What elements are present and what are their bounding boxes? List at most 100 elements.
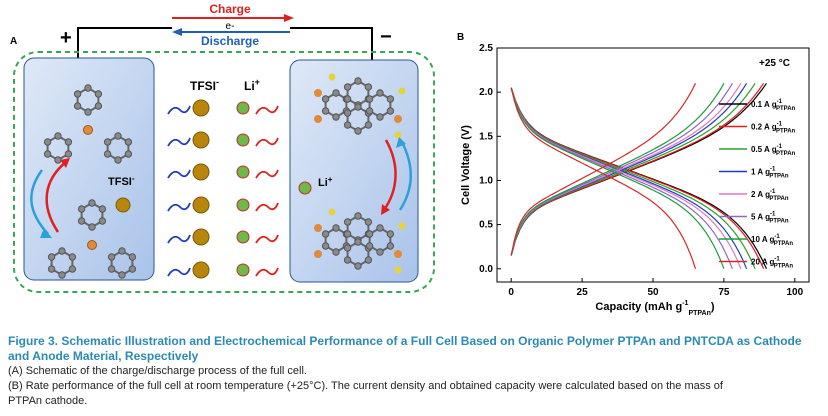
anode-blue-arrow-head [396,137,406,148]
discharge-curve-6 [510,87,725,270]
legend-entry: 2 A g-1 PTPAn [751,189,789,202]
li-ion [236,133,250,147]
anode-red-arrow-head [381,204,390,215]
discharge-curve-5 [510,87,733,270]
charge-arrow-head [284,14,294,22]
carbon-atom [343,109,352,117]
carbon-atom [84,108,92,116]
legend: 0.1 A g-1 PTPAn 0.2 A g-1 PTPAn 0.5 A g-1 PTP… [719,99,796,270]
discharge-curve-4 [510,87,742,270]
li-migration-arrow [255,234,279,244]
charge-curve-4 [510,82,742,256]
carbon-atom [343,244,352,252]
y-tick-label: 0.0 [479,264,493,275]
carbon-atom [354,77,362,85]
rate-performance-chart: B 0 25 50 75 100 0.0 0.5 1.0 1.5 2.0 2.5 0.1 A g-1… [457,32,810,317]
pntcda-molecule-top [314,73,406,139]
carbon-atom [58,271,66,279]
schematic-panel: A Charge e- Discharge + − TFSI- Li+ TFSI… [10,2,435,293]
carbon-atom [386,242,395,250]
sulfur-atom [398,87,406,95]
carbon-atom [88,223,96,231]
cathode-electrode [23,57,155,281]
oxygen-atom [314,115,322,123]
carbon-atom [84,84,92,92]
electron-label: e- [226,21,235,32]
ptpan-molecule-bottom [47,199,137,279]
external-circuit-wire [77,27,373,62]
carbon-atom [343,230,352,238]
cathode-cycle-red-arrow [45,161,67,233]
li-migration-arrow [255,137,279,147]
oxygen-atom [314,89,322,97]
carbon-atom [364,83,373,91]
legend-entry: 0.2 A g-1 PTPAn [751,122,796,135]
cell-outline [13,51,435,293]
tfsi-migration-arrow [167,105,191,115]
li-ion [236,263,250,277]
carbon-atom [354,103,362,111]
carbon-atom [365,230,374,238]
carbon-atom [321,107,330,115]
carbon-atom [376,248,384,256]
tfsi-ion [192,131,210,149]
cathode-blue-arrow-head [40,228,52,238]
sulfur-atom [394,266,402,274]
carbon-atom [364,218,373,226]
discharge-curve-1 [510,87,765,270]
oxygen-atom [394,115,402,123]
carbon-atom [376,89,384,97]
discharge-label: Discharge [201,34,259,48]
charge-curve-7 [510,83,697,256]
charge-curve-0 [510,82,767,256]
tfsi-ion [192,99,210,117]
carbon-atom [88,199,96,207]
carbon-atom [365,107,374,115]
plot-frame [496,47,810,283]
carbon-atom [332,224,340,232]
caption-line-a: (A) Schematic of the charge/discharge pr… [8,365,307,377]
caption-title: Figure 3. Schematic Illustration and Ele… [8,334,802,363]
carbon-atom [386,107,395,115]
panel-a-label: A [10,36,17,47]
figure-caption: Figure 3. Schematic Illustration and Ele… [8,334,820,409]
cathode-red-arrow-head [60,158,70,168]
carbon-atom [321,242,330,250]
x-tick-label: 0 [508,287,514,298]
carbon-atom [64,150,73,158]
cathode-cycle-blue-arrow [30,169,49,235]
x-tick-label: 25 [577,287,589,298]
oxygen-atom [314,250,322,258]
carbon-atom [386,95,395,103]
caption-line-b1: (B) Rate performance of the full cell at… [8,380,723,392]
carbon-atom [98,205,107,213]
carbon-atom [58,247,66,255]
discharge-arrow-head [172,28,182,36]
carbon-atom [128,265,137,273]
carbon-atom [94,90,103,98]
carbon-atom [43,138,52,146]
y-tick-label: 0.5 [479,220,493,231]
carbon-atom [321,230,330,238]
carbon-atom [118,247,126,255]
carbon-atom [376,224,384,232]
carbon-atom [365,242,374,250]
legend-entry: 20 A g-1 PTPAn [751,257,793,270]
legend-entry: 1 A g-1 PTPAn [751,167,789,180]
carbon-atom [332,89,340,97]
y-tick-label: 1.0 [479,175,493,186]
discharge-charge-curves [510,82,768,270]
carbon-atom [124,150,133,158]
minus-sign: − [380,26,392,48]
anode-electrode [289,59,419,283]
carbon-atom [114,132,122,140]
li-inner-label: Li+ [318,175,333,189]
li-ion-anode [298,181,312,195]
li-ion [236,230,250,244]
anode-cycle-blue-arrow [398,141,412,211]
charge-curve-6 [510,83,725,256]
carbon-atom [64,138,73,146]
y-tick-label: 2.0 [479,87,493,98]
li-label: Li+ [244,77,260,93]
tfsi-ion [192,196,210,214]
